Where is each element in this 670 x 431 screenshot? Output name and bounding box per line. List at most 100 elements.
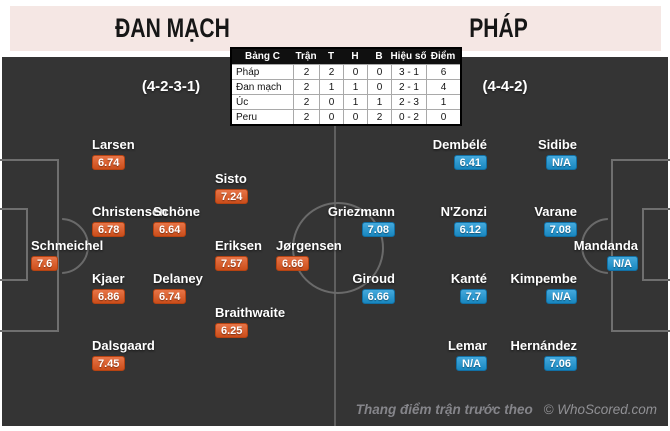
player-home-braithwaite: Braithwaite 6.25 bbox=[215, 306, 285, 339]
rating-badge: 6.41 bbox=[453, 155, 487, 170]
player-name: Braithwaite bbox=[215, 305, 286, 320]
table-cell: 2 bbox=[293, 94, 319, 109]
rating-badge: 6.86 bbox=[92, 289, 126, 304]
table-cell: 3 - 1 bbox=[391, 64, 426, 79]
rating-badge: 6.66 bbox=[276, 256, 310, 271]
player-away-hernandez: Hernández 7.06 bbox=[511, 339, 577, 372]
header-away: PHÁP bbox=[336, 6, 662, 51]
penalty-box-left bbox=[0, 159, 59, 332]
player-home-jorgensen: Jørgensen 6.66 bbox=[276, 239, 342, 272]
player-home-kjaer: Kjaer 6.86 bbox=[92, 271, 126, 305]
table-cell: 2 bbox=[293, 79, 319, 94]
table-cell: 2 bbox=[367, 109, 391, 124]
player-home-christensen: Christensen 6.78 bbox=[92, 205, 167, 238]
player-away-griezmann: Griezmann 7.08 bbox=[328, 205, 395, 238]
player-name: Schöne bbox=[153, 204, 200, 219]
group-standings-table: Bảng C Trận T H B Hiệu số Điểm Pháp 2 2 … bbox=[230, 47, 462, 126]
player-name: Delaney bbox=[153, 271, 203, 286]
player-name: Hernández bbox=[510, 338, 577, 353]
rating-badge: 6.12 bbox=[453, 222, 487, 237]
player-name: Dembélé bbox=[432, 137, 487, 152]
rating-badge: N/A bbox=[456, 356, 487, 371]
player-home-schone: Schöne 6.64 bbox=[153, 205, 200, 238]
player-name: Kjaer bbox=[92, 271, 125, 286]
table-cell: 1 bbox=[367, 94, 391, 109]
player-name: Eriksen bbox=[215, 238, 262, 253]
player-home-dalsgaard: Dalsgaard 7.45 bbox=[92, 339, 155, 372]
player-home-schmeichel: Schmeichel 7.6 bbox=[31, 239, 103, 272]
rating-badge: N/A bbox=[546, 155, 577, 170]
home-team-title: ĐAN MẠCH bbox=[115, 13, 231, 43]
player-name: Griezmann bbox=[327, 204, 395, 219]
player-name: Sisto bbox=[215, 171, 247, 186]
header-band: ĐAN MẠCH PHÁP bbox=[10, 6, 661, 51]
table-cell: Đan mạch bbox=[232, 79, 293, 94]
rating-badge: 6.66 bbox=[361, 289, 395, 304]
col-header-group: Bảng C bbox=[232, 49, 293, 64]
center-spot bbox=[332, 244, 338, 250]
table-cell: 4 bbox=[426, 79, 460, 94]
table-cell: 0 - 2 bbox=[391, 109, 426, 124]
player-away-kimpembe: Kimpembe N/A bbox=[511, 272, 577, 305]
player-away-mandanda: Mandanda N/A bbox=[574, 239, 638, 272]
rating-badge: 6.25 bbox=[215, 323, 249, 338]
table-cell: 0 bbox=[319, 94, 343, 109]
away-team-title: PHÁP bbox=[468, 13, 528, 43]
player-name: Varane bbox=[534, 204, 577, 219]
rating-badge: 7.08 bbox=[543, 222, 577, 237]
player-away-kante: Kanté 7.7 bbox=[451, 272, 487, 305]
table-cell: 2 bbox=[319, 64, 343, 79]
away-formation: (4-4-2) bbox=[482, 78, 528, 95]
rating-badge: 7.08 bbox=[361, 222, 395, 237]
player-name: Dalsgaard bbox=[92, 338, 155, 353]
rating-badge: 7.06 bbox=[543, 356, 577, 371]
player-away-dembele: Dembélé 6.41 bbox=[433, 138, 487, 171]
player-home-delaney: Delaney 6.74 bbox=[153, 272, 203, 305]
goal-box-right bbox=[642, 208, 670, 281]
player-away-giroud: Giroud 6.66 bbox=[352, 272, 395, 305]
table-cell: 2 bbox=[293, 109, 319, 124]
home-formation: (4-2-3-1) bbox=[141, 78, 201, 95]
table-cell: 1 bbox=[319, 79, 343, 94]
player-home-sisto: Sisto 7.24 bbox=[215, 171, 249, 205]
table-cell: 1 bbox=[426, 94, 460, 109]
player-home-eriksen: Eriksen 7.57 bbox=[215, 239, 262, 272]
table-cell: 6 bbox=[426, 64, 460, 79]
center-circle bbox=[292, 202, 384, 294]
player-name: Christensen bbox=[92, 204, 168, 219]
table-cell: 2 - 3 bbox=[391, 94, 426, 109]
table-cell: 0 bbox=[367, 64, 391, 79]
table-cell: 0 bbox=[343, 109, 367, 124]
player-name: Larsen bbox=[92, 137, 135, 152]
rating-badge: 6.74 bbox=[92, 155, 126, 170]
col-header-goal-diff: Hiệu số bbox=[390, 49, 427, 64]
player-name: Mandanda bbox=[573, 238, 638, 253]
footer: Thang điểm trận trước theo © WhoScored.c… bbox=[356, 402, 657, 417]
table-cell: 0 bbox=[426, 109, 460, 124]
rating-badge: N/A bbox=[607, 256, 638, 271]
col-header-drawn: H bbox=[343, 49, 367, 64]
table-cell: Úc bbox=[232, 94, 293, 109]
col-header-won: T bbox=[319, 49, 343, 64]
player-away-varane: Varane 7.08 bbox=[534, 205, 577, 238]
rating-badge: 6.64 bbox=[153, 222, 187, 237]
table-cell: Peru bbox=[232, 109, 293, 124]
table-cell: 2 - 1 bbox=[391, 79, 426, 94]
player-name: Kanté bbox=[450, 271, 487, 286]
rating-badge: 7.57 bbox=[215, 256, 249, 271]
player-away-lemar: Lemar N/A bbox=[448, 339, 487, 372]
rating-badge: 6.78 bbox=[92, 222, 126, 237]
player-name: N'Zonzi bbox=[440, 204, 487, 219]
penalty-box-right bbox=[611, 159, 670, 332]
player-name: Giroud bbox=[352, 271, 395, 286]
rating-badge: 7.24 bbox=[215, 189, 249, 204]
table-cell: 1 bbox=[343, 79, 367, 94]
player-name: Kimpembe bbox=[510, 271, 577, 286]
player-name: Sidibe bbox=[537, 137, 577, 152]
rating-badge: 7.45 bbox=[92, 356, 126, 371]
table-cell: 0 bbox=[343, 64, 367, 79]
player-away-nzonzi: N'Zonzi 6.12 bbox=[441, 205, 487, 238]
rating-badge: 7.7 bbox=[459, 289, 487, 304]
goal-box-left bbox=[0, 208, 28, 281]
